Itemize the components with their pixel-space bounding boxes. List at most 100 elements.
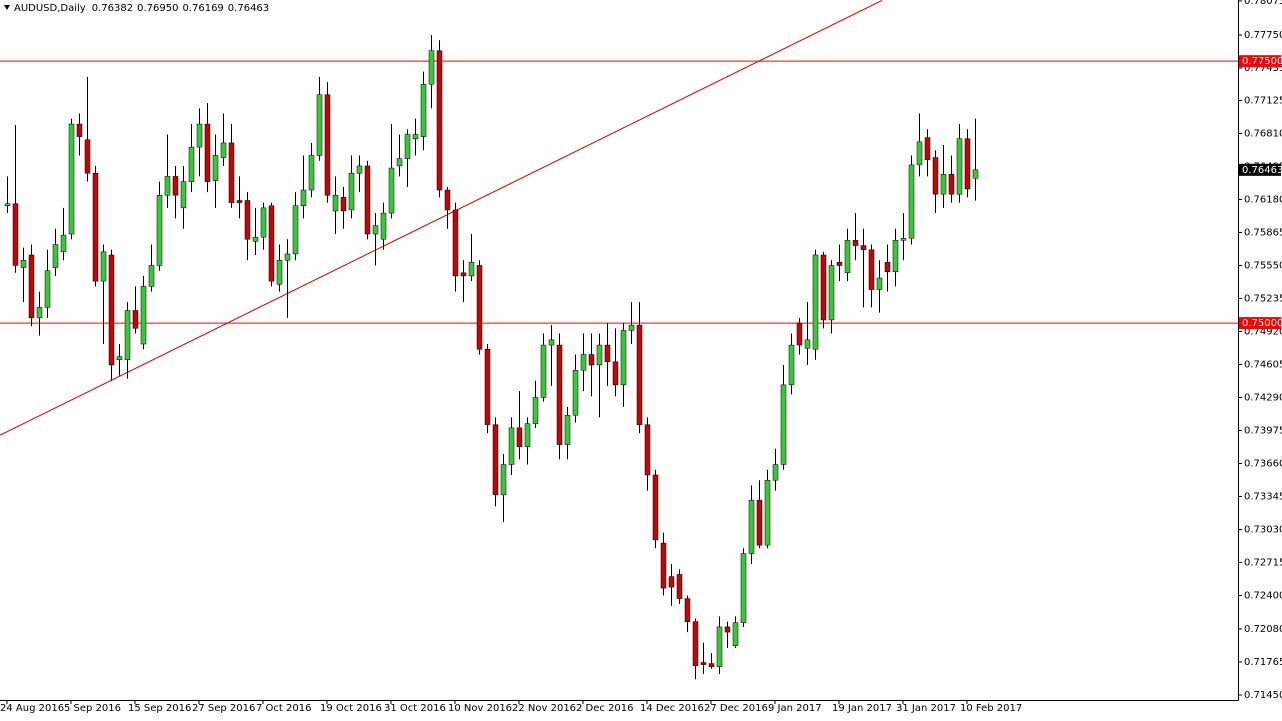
candle-body	[372, 225, 379, 235]
price-label-box	[1239, 317, 1281, 330]
candle-body	[892, 240, 899, 272]
candle-body	[796, 322, 803, 346]
x-tick-label: 19 Oct 2016	[320, 703, 382, 714]
y-tick-label: 0.71765	[1244, 657, 1282, 668]
candle-body	[812, 254, 819, 350]
candle-body	[724, 626, 731, 633]
candle-body	[404, 134, 411, 159]
candle-body	[692, 621, 699, 666]
price-label: 0.77500	[1242, 56, 1282, 67]
candle-body	[20, 259, 27, 268]
candle-body	[244, 200, 251, 240]
candle-body	[60, 234, 67, 253]
candle-body	[180, 181, 187, 209]
candle-body	[460, 272, 467, 277]
candle-body	[964, 138, 971, 190]
candle-body	[308, 155, 315, 191]
candle-body	[916, 141, 923, 166]
candle-body	[788, 344, 795, 386]
candle-body	[348, 173, 355, 211]
menu-arrow[interactable]	[4, 5, 10, 10]
candle-body	[676, 574, 683, 599]
candle-body	[84, 139, 91, 174]
low-value: 0.76169	[182, 3, 223, 14]
candle-body	[716, 626, 723, 667]
candle-body	[500, 464, 507, 496]
x-tick-label: 9 Jan 2017	[768, 703, 822, 714]
y-tick-label: 0.73030	[1244, 524, 1282, 535]
x-tick-label: 31 Oct 2016	[384, 703, 446, 714]
candle-body	[572, 369, 579, 416]
candle-body	[452, 209, 459, 277]
y-tick-label: 0.72400	[1244, 590, 1282, 601]
x-tick-label: 19 Jan 2017	[832, 703, 892, 714]
candle-body	[828, 265, 835, 321]
candle-body	[164, 176, 171, 196]
candle-body	[908, 164, 915, 239]
candle-body	[476, 265, 483, 350]
candle-body	[260, 207, 267, 238]
y-tick-label: 0.74605	[1244, 359, 1282, 370]
y-tick-label: 0.78075	[1244, 0, 1282, 7]
candle-body	[4, 203, 11, 206]
y-tick-label: 0.71450	[1244, 690, 1282, 701]
x-tick-label: 31 Jan 2017	[896, 703, 956, 714]
candle-body	[924, 137, 931, 160]
candle-body	[660, 542, 667, 589]
candle-body	[940, 174, 947, 195]
y-tick-label: 0.77750	[1244, 30, 1282, 41]
candle-body	[836, 262, 843, 266]
candle-body	[340, 197, 347, 212]
candle-body	[548, 339, 555, 346]
x-tick-label: 24 Aug 2016	[0, 703, 64, 714]
candle-body	[284, 253, 291, 261]
candle-body	[524, 423, 531, 447]
y-tick-label: 0.75550	[1244, 260, 1282, 271]
candle-body	[124, 310, 131, 360]
candle-body	[76, 123, 83, 137]
x-tick-label: 27 Sep 2016	[192, 703, 255, 714]
y-tick-label: 0.73975	[1244, 425, 1282, 436]
x-tick-label: 5 Sep 2016	[64, 703, 121, 714]
candle-body	[92, 173, 99, 282]
symbol: AUDUSD,Daily	[14, 3, 86, 14]
candle-body	[68, 123, 75, 235]
candle-body	[116, 356, 123, 360]
y-tick-label: 0.77435	[1244, 63, 1282, 74]
candle-body	[300, 189, 307, 206]
open-value: 0.76382	[92, 3, 133, 14]
y-tick-label: 0.73660	[1244, 458, 1282, 469]
candle-body	[36, 307, 43, 319]
candle-body	[732, 622, 739, 646]
candle-body	[780, 384, 787, 465]
candle-body	[636, 324, 643, 425]
candle-body	[484, 349, 491, 425]
candle-body	[388, 167, 395, 214]
candle-body	[564, 415, 571, 445]
candle-body	[516, 427, 523, 447]
x-tick-label: 15 Sep 2016	[128, 703, 191, 714]
candle-body	[420, 83, 427, 137]
candle-body	[172, 176, 179, 196]
candle-body	[852, 240, 859, 246]
candle-body	[764, 479, 771, 546]
candle-body	[28, 254, 35, 319]
candle-body	[684, 598, 691, 622]
candle-body	[740, 553, 747, 623]
candle-body	[868, 249, 875, 290]
candle-body	[604, 344, 611, 363]
x-tick-label: 14 Dec 2016	[640, 703, 704, 714]
price-label: 0.75000	[1242, 318, 1282, 329]
candle-body	[444, 189, 451, 211]
candle-body	[532, 397, 539, 424]
candle-body	[44, 270, 51, 308]
high-value: 0.76950	[137, 3, 178, 14]
candle-body	[268, 205, 275, 282]
candle-body	[652, 474, 659, 541]
candle-body	[292, 205, 299, 255]
candle-body	[948, 174, 955, 195]
candle-body	[972, 169, 979, 179]
y-tick-label: 0.75865	[1244, 227, 1282, 238]
candle-body	[700, 662, 707, 665]
